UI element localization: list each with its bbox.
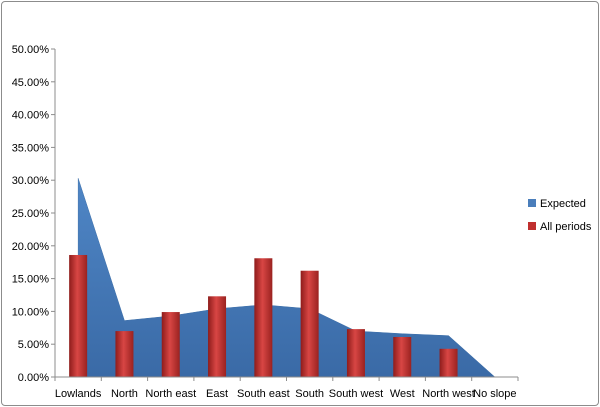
x-tick-label: South [295, 388, 324, 400]
x-tick-label: No slope [473, 388, 516, 400]
y-tick-label: 40.00% [12, 110, 50, 122]
x-tick-label: East [206, 388, 228, 400]
expected-area-series [77, 178, 496, 378]
all-periods-bar [439, 348, 458, 377]
x-tick-label: North east [145, 388, 196, 400]
y-tick-label: 15.00% [12, 274, 50, 286]
legend-label: All periods [540, 221, 592, 233]
x-tick-label: North west [422, 388, 475, 400]
all-periods-bar [254, 258, 273, 377]
legend: Expected All periods [528, 198, 592, 233]
x-axis: Lowlands North North east East South east Sou… [54, 376, 519, 400]
all-periods-bar [393, 336, 412, 377]
legend-swatch [528, 222, 536, 230]
x-tick-label: Lowlands [55, 388, 102, 400]
x-tick-label: North [111, 388, 138, 400]
all-periods-bar [69, 254, 88, 377]
y-tick-label: 25.00% [12, 208, 50, 220]
all-periods-bar [300, 270, 319, 377]
x-tick-label: South west [329, 388, 383, 400]
all-periods-bar [208, 296, 227, 377]
y-tick-label: 20.00% [12, 241, 50, 253]
y-tick-label: 5.00% [18, 339, 49, 351]
all-periods-bar [115, 331, 134, 377]
legend-swatch [528, 199, 536, 207]
x-tick-label: West [390, 388, 415, 400]
y-tick-label: 10.00% [12, 306, 50, 318]
all-periods-bar [346, 329, 365, 377]
expected-area [77, 178, 496, 378]
x-tick-label: South east [237, 388, 290, 400]
y-tick-label: 30.00% [12, 175, 50, 187]
all-periods-bar [161, 312, 180, 377]
y-tick-label: 35.00% [12, 142, 50, 154]
y-tick-label: 0.00% [18, 372, 49, 384]
y-tick-label: 50.00% [12, 44, 50, 56]
y-axis: 0.00% 5.00% 10.00% 15.00% 20.00% 25.00% 30.00%… [12, 44, 56, 384]
legend-label: Expected [540, 198, 586, 210]
y-tick-label: 45.00% [12, 77, 50, 89]
all-periods-bar-series [69, 254, 458, 377]
